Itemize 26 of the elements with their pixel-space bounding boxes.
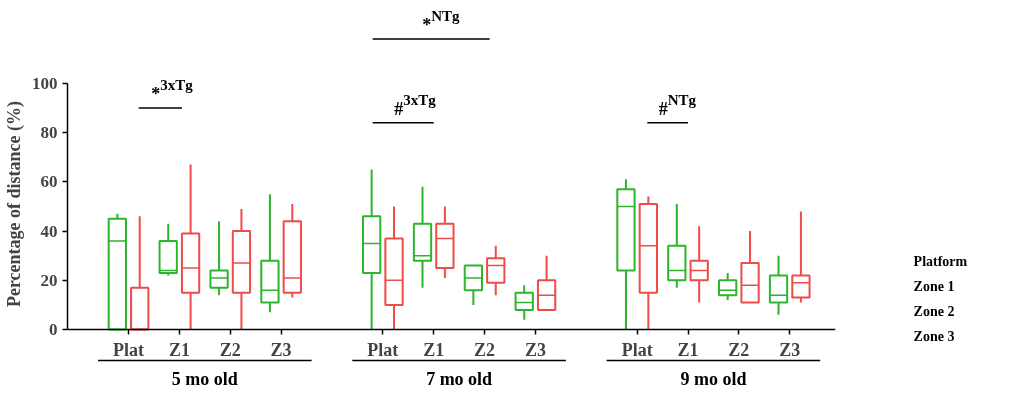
text: Zone 2 — [913, 304, 955, 320]
y-tick-label: 80 — [40, 123, 58, 143]
y-tick-label: 0 — [49, 320, 58, 340]
text: Zone 1 — [913, 278, 955, 294]
x-tick-label: Plat — [621, 339, 653, 360]
text: 7 mo old — [426, 368, 493, 389]
text: Platform — [913, 253, 968, 269]
x-tick-label: Plat — [113, 339, 145, 360]
text: Zone 3 — [913, 329, 955, 345]
x-tick-label: Z2 — [219, 339, 241, 360]
y-tick-label: 20 — [40, 270, 58, 290]
x-tick-label: Z1 — [423, 339, 445, 360]
x-tick-label: Z2 — [474, 339, 496, 360]
x-tick-label: Z3 — [270, 339, 292, 360]
x-tick-label: Z3 — [779, 339, 801, 360]
x-tick-label: Plat — [367, 339, 399, 360]
x-tick-label: Z3 — [524, 339, 546, 360]
y-tick-label: 100 — [32, 73, 58, 93]
x-tick-label: Z1 — [677, 339, 699, 360]
y-tick-label: 40 — [40, 221, 58, 241]
y-tick-label: 60 — [40, 172, 58, 192]
x-tick-label: Z1 — [168, 339, 190, 360]
text: 9 mo old — [680, 368, 747, 389]
x-tick-label: Z2 — [728, 339, 750, 360]
text: 5 mo old — [171, 368, 238, 389]
y-axis-title: Percentage of distance (%) — [4, 100, 25, 308]
